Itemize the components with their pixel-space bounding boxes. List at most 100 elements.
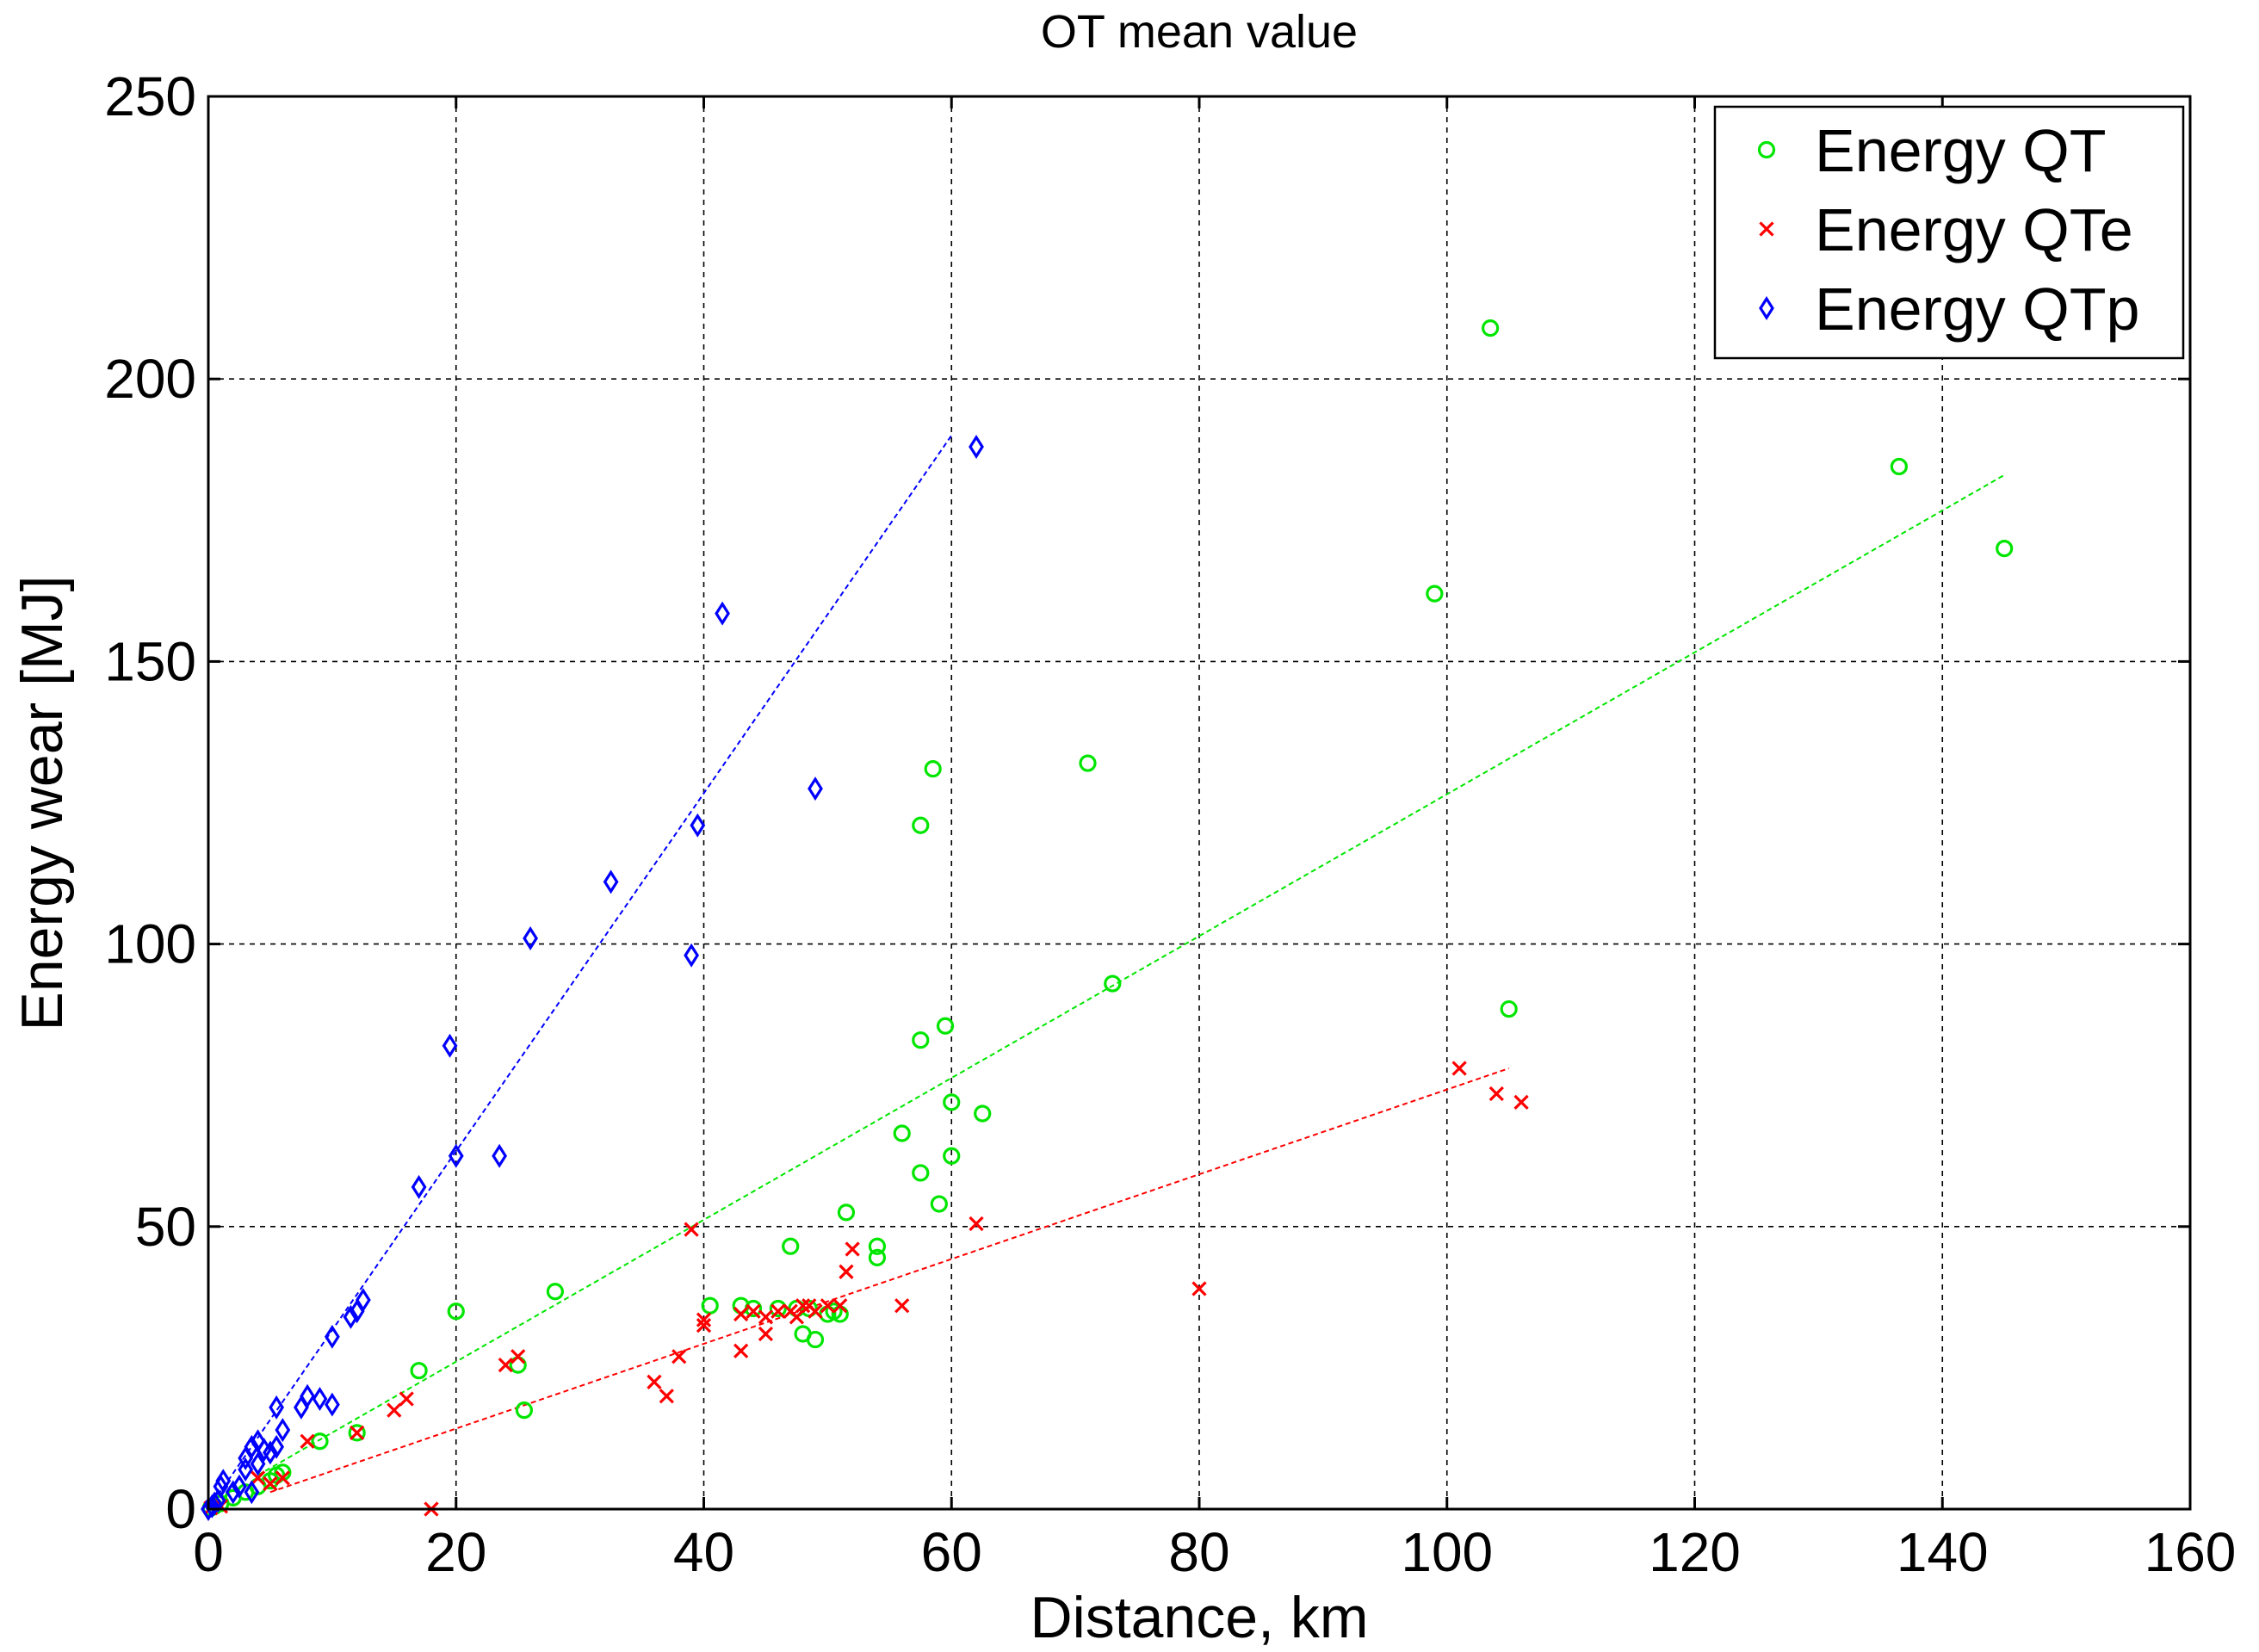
y-tick-label: 200: [104, 348, 196, 410]
energy-qte-point: [1513, 1094, 1529, 1111]
energy-qte-trend-line: [269, 1067, 1510, 1494]
energy-qte-point: [845, 1241, 860, 1257]
energy-qt-point: [769, 1299, 787, 1318]
energy-qte-point: [969, 1216, 984, 1232]
energy-qt-point: [912, 1031, 930, 1049]
energy-qt-point: [348, 1424, 366, 1442]
energy-qt-point: [1500, 999, 1518, 1018]
energy-qtp-trend-line: [207, 435, 953, 1510]
energy-qte-point: [387, 1402, 402, 1418]
energy-qt-point: [515, 1401, 533, 1420]
energy-qte-point: [263, 1476, 278, 1492]
energy-qtp-point: [207, 1491, 223, 1516]
energy-qtp-point: [492, 1143, 508, 1168]
energy-qt-point: [974, 1104, 992, 1123]
energy-qte-point: [1451, 1061, 1467, 1076]
energy-qte-point: [250, 1470, 266, 1486]
energy-qte-point: [733, 1306, 749, 1322]
energy-qtp-point: [969, 434, 984, 459]
x-tick-label: 40: [673, 1521, 734, 1583]
energy-qtp-point: [269, 1395, 285, 1420]
energy-qtp-point: [343, 1304, 359, 1329]
energy-qtp-point: [324, 1324, 340, 1349]
energy-qt-point: [943, 1093, 961, 1111]
y-tick-label: 0: [165, 1478, 196, 1540]
energy-qt-point: [1104, 974, 1122, 993]
energy-qt-point: [447, 1302, 465, 1321]
legend-label-energy-qtp: Energy QTp: [1815, 275, 2139, 343]
energy-qte-point: [647, 1374, 662, 1389]
energy-qte-point: [894, 1298, 910, 1314]
energy-qte-point: [839, 1264, 854, 1279]
energy-qt-trend-line: [257, 473, 2005, 1476]
energy-qtp-point: [448, 1143, 464, 1168]
energy-qte-point: [820, 1298, 836, 1314]
energy-qte-point: [498, 1357, 513, 1373]
energy-qte-point: [696, 1312, 712, 1327]
energy-qte-point: [399, 1391, 414, 1407]
energy-qtp-point: [324, 1392, 340, 1417]
energy-qt-point: [701, 1296, 719, 1315]
energy-qtp-point: [238, 1457, 254, 1482]
energy-qt-point: [1996, 540, 2014, 558]
energy-qtp-point: [201, 1497, 216, 1521]
energy-qte-point: [659, 1389, 674, 1404]
energy-qtp-point: [215, 1469, 232, 1494]
energy-qte-point: [1488, 1086, 1504, 1102]
grid-lines: [208, 96, 2190, 1509]
x-tick-label: 140: [1897, 1521, 1989, 1583]
y-tick-label: 150: [104, 630, 196, 692]
energy-qtp-point: [225, 1480, 241, 1505]
energy-qte-point: [733, 1343, 749, 1358]
energy-qtp-point: [690, 813, 706, 838]
energy-qt-point: [912, 816, 930, 834]
x-tick-label: 60: [921, 1521, 982, 1583]
energy-qte-point: [808, 1303, 823, 1319]
energy-qte-point: [832, 1298, 848, 1314]
energy-qtp-point: [269, 1434, 285, 1459]
legend-box: [1713, 105, 2185, 360]
energy-qt-point: [930, 1195, 948, 1213]
y-axis-label: Energy wear [MJ]: [9, 575, 75, 1030]
energy-qte-point: [771, 1303, 786, 1319]
energy-qtp-point: [355, 1288, 371, 1313]
energy-qtp-point: [300, 1383, 315, 1408]
energy-qtp-point: [442, 1033, 458, 1058]
energy-qt-point: [1890, 457, 1908, 476]
energy-qt-point: [1482, 319, 1500, 337]
energy-qte-point: [350, 1425, 365, 1441]
x-tick-label: 80: [1168, 1521, 1229, 1583]
data-points: [201, 319, 2014, 1521]
axis-ticks: 0 20 40 60 80 100 120 140 160 0 50 100 150 200 250: [104, 65, 2236, 1583]
energy-qtp-legend-marker: [1759, 296, 1774, 320]
energy-qtp-point: [603, 869, 619, 894]
x-tick-label: 160: [2145, 1521, 2237, 1583]
energy-qtp-point: [523, 926, 538, 951]
energy-qtp-point: [263, 1440, 278, 1465]
energy-qte-point: [511, 1349, 526, 1364]
energy-qt-point: [868, 1248, 887, 1267]
energy-qtp-point: [684, 943, 700, 968]
y-tick-label: 250: [104, 65, 196, 127]
energy-qte-point: [684, 1222, 699, 1237]
energy-qtp-point: [250, 1451, 266, 1476]
x-tick-label: 120: [1649, 1521, 1741, 1583]
x-tick-label: 100: [1401, 1521, 1493, 1583]
energy-qt-point: [943, 1147, 961, 1165]
energy-qt-point: [837, 1203, 856, 1222]
energy-qt-point: [806, 1330, 825, 1349]
energy-qte-point: [1191, 1281, 1207, 1296]
chart-title: OT mean value: [1041, 6, 1358, 58]
energy-qt-point: [1079, 754, 1097, 772]
energy-qtp-point: [244, 1434, 260, 1459]
y-tick-label: 100: [104, 913, 196, 975]
energy-qt-point: [924, 760, 942, 778]
energy-qt-point: [868, 1237, 887, 1255]
energy-qtp-point: [275, 1418, 291, 1443]
energy-qt-point: [410, 1362, 428, 1380]
energy-qt-point: [546, 1283, 564, 1301]
energy-qte-legend-marker: [1759, 221, 1774, 237]
energy-qt-point: [1426, 585, 1444, 603]
energy-qt-point: [893, 1124, 911, 1142]
